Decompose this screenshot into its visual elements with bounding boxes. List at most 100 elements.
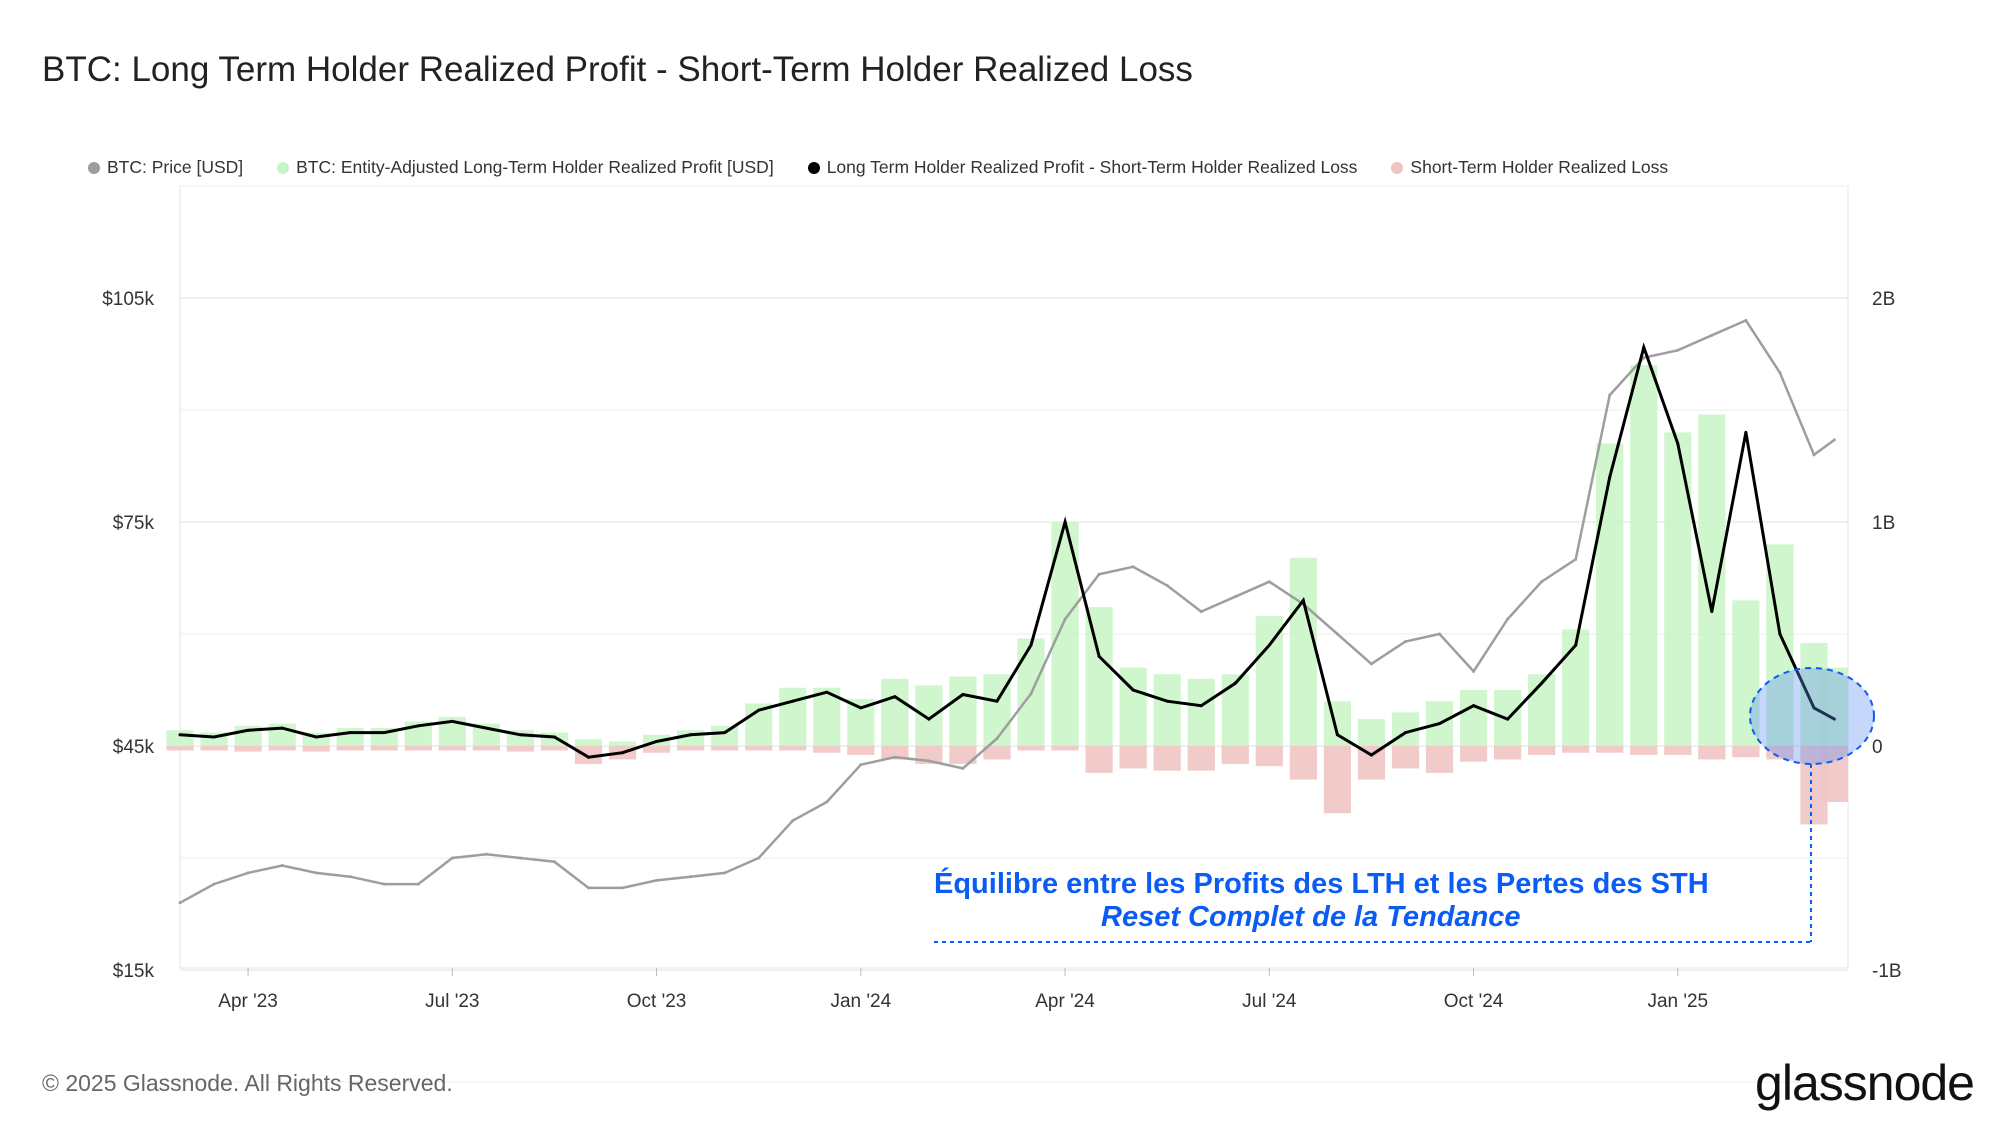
- bar-sth-loss: [779, 746, 807, 751]
- bar-sth-loss: [1221, 746, 1249, 764]
- bar-lth-profit: [166, 730, 194, 746]
- point-price: [893, 755, 897, 759]
- bar-sth-loss: [1493, 746, 1522, 760]
- bar-sth-loss: [404, 746, 432, 751]
- point-net: [1403, 731, 1407, 735]
- point-price: [348, 875, 352, 879]
- bar-lth-profit: [1698, 414, 1726, 746]
- point-net: [1642, 345, 1646, 349]
- bar-lth-profit: [1085, 607, 1113, 746]
- bar-sth-loss: [438, 746, 466, 751]
- bar-sth-loss: [983, 746, 1011, 760]
- bar-sth-loss: [1119, 746, 1147, 769]
- bar-sth-loss: [1153, 746, 1181, 771]
- point-price: [1574, 557, 1578, 561]
- point-net: [1301, 598, 1305, 602]
- point-net: [518, 733, 522, 737]
- legend-item-net[interactable]: Long Term Holder Realized Profit - Short…: [807, 157, 1358, 178]
- bar-lth-profit: [949, 676, 977, 746]
- point-net: [927, 717, 931, 721]
- x-tick-label: Oct '23: [627, 991, 687, 1012]
- bar-sth-loss: [1255, 746, 1283, 767]
- bar-sth-loss: [813, 746, 841, 753]
- point-net: [825, 690, 829, 694]
- legend-dot-price: [88, 161, 100, 174]
- point-net: [314, 735, 318, 739]
- bar-sth-loss: [336, 746, 364, 751]
- point-price: [1812, 453, 1816, 457]
- point-net: [1165, 699, 1169, 703]
- point-price: [757, 856, 761, 860]
- point-net: [1267, 643, 1271, 647]
- point-net: [552, 735, 556, 739]
- point-net: [586, 755, 590, 759]
- series-line-price: [179, 318, 1836, 904]
- legend-item-price[interactable]: BTC: Price [USD]: [88, 157, 243, 178]
- legend-item-sth-loss[interactable]: Short-Term Holder Realized Loss: [1391, 157, 1668, 178]
- point-net: [1812, 706, 1816, 710]
- legend-label-net: Long Term Holder Realized Profit - Short…: [826, 157, 1358, 177]
- point-net: [1131, 688, 1135, 692]
- bar-sth-loss: [166, 746, 194, 751]
- bar-sth-loss: [1528, 746, 1556, 755]
- bar-lth-profit: [608, 741, 637, 746]
- x-tick-label: Jan '25: [1647, 991, 1708, 1012]
- point-net: [1832, 717, 1836, 721]
- brand-logo: glassnode: [1755, 1055, 1975, 1111]
- point-price: [1506, 617, 1510, 621]
- bar-lth-profit: [336, 728, 364, 746]
- copyright: © 2025 Glassnode. All Rights Reserved.: [42, 1070, 453, 1096]
- point-price: [1642, 356, 1646, 360]
- bar-sth-loss: [574, 746, 603, 764]
- point-net: [1335, 733, 1339, 737]
- point-net: [995, 699, 999, 703]
- bar-lth-profit: [1255, 616, 1283, 746]
- point-net: [961, 692, 965, 696]
- point-net: [1744, 430, 1748, 434]
- point-price: [1832, 438, 1836, 442]
- annotation-line-2: Reset Complet de la Tendance: [1101, 901, 1521, 933]
- bar-sth-loss: [1664, 746, 1692, 755]
- legend-item-lth-profit[interactable]: BTC: Entity-Adjusted Long-Term Holder Re…: [277, 157, 774, 178]
- bar-sth-loss: [540, 746, 569, 751]
- point-price: [1335, 632, 1339, 636]
- point-net: [1029, 643, 1033, 647]
- bar-sth-loss: [1820, 746, 1848, 802]
- bar-sth-loss: [1051, 746, 1079, 751]
- point-net: [1233, 681, 1237, 685]
- bar-sth-loss: [1596, 746, 1624, 753]
- bar-lth-profit: [711, 725, 739, 746]
- bar-sth-loss: [1289, 746, 1317, 780]
- point-price: [621, 886, 625, 890]
- x-tick-label: Jul '23: [425, 991, 479, 1012]
- series-line-net: [179, 342, 1836, 759]
- point-net: [621, 751, 625, 755]
- point-net: [1097, 654, 1101, 658]
- point-price: [1267, 580, 1271, 584]
- point-net: [859, 706, 863, 710]
- x-tick-label: Jan '24: [830, 991, 891, 1012]
- bar-lth-profit: [1596, 443, 1624, 746]
- point-price: [1131, 565, 1135, 569]
- bar-sth-loss: [1732, 746, 1760, 758]
- point-price: [1097, 572, 1101, 576]
- bar-lth-profit: [1664, 432, 1692, 746]
- point-price: [1029, 692, 1033, 696]
- point-net: [1063, 520, 1067, 524]
- bar-lth-profit: [1289, 557, 1317, 746]
- point-price: [1608, 393, 1612, 397]
- bar-lth-profit: [779, 687, 807, 746]
- point-price: [859, 763, 863, 767]
- bar-sth-loss: [268, 746, 296, 751]
- x-tick-label: Jul '24: [1242, 991, 1297, 1012]
- y-right-tick-label: 0: [1872, 737, 1883, 758]
- point-price: [1403, 639, 1407, 643]
- bar-lth-profit: [1221, 674, 1249, 746]
- point-net: [246, 728, 250, 732]
- bar-lth-profit: [1732, 600, 1760, 746]
- point-net: [757, 708, 761, 712]
- bar-sth-loss: [1698, 746, 1726, 760]
- point-net: [382, 731, 386, 735]
- bar-lth-profit: [1528, 674, 1556, 746]
